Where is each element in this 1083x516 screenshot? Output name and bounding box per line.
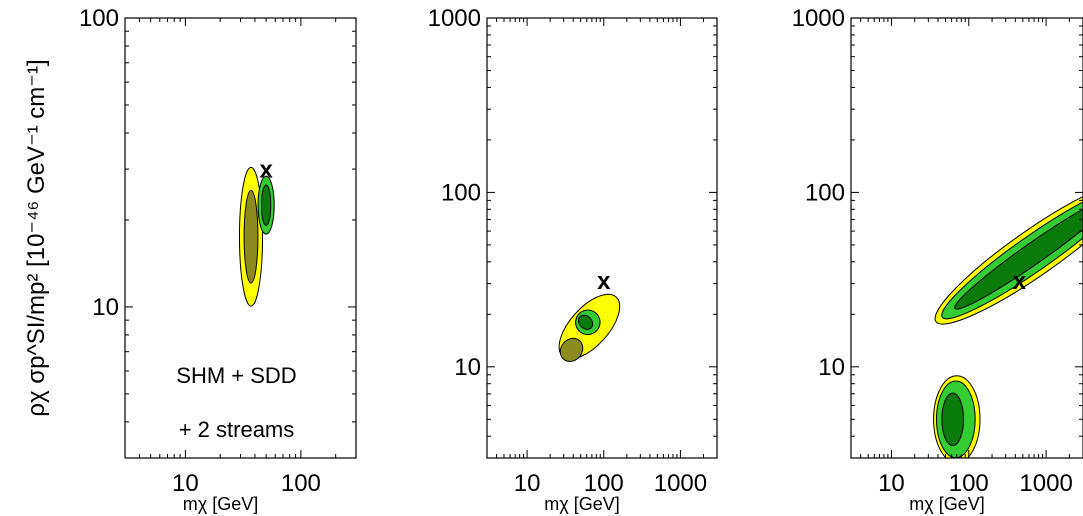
ticks (850, 17, 1083, 459)
annotation-text: + 2 streams (179, 417, 295, 442)
best-fit-marker: x (1013, 268, 1027, 295)
panel-3: 10 100 1000 10 100 1000 mχ [GeV] x (792, 5, 1083, 514)
ticks (124, 17, 357, 459)
best-fit-marker: x (259, 157, 273, 184)
x-tick-label: 100 (584, 470, 624, 497)
y-tick-label: 1000 (428, 5, 481, 32)
y-tick-label: 10 (454, 354, 481, 381)
x-tick-label: 10 (172, 470, 199, 497)
contour-regions (558, 293, 621, 362)
panel-2: 10 100 1000 10 100 1000 mχ [GeV] x (428, 5, 718, 514)
contour-region-inner (941, 392, 965, 446)
panel-1: 10 100 10 100 mχ [GeV] x SHM + SDD + 2 streams (79, 5, 357, 514)
y-axis-label: ρχ σp^SI/mp² [10⁻⁴⁶ GeV⁻¹ cm⁻¹] (23, 59, 50, 416)
y-tick-label: 10 (92, 294, 119, 321)
y-tick-label: 1000 (792, 5, 845, 32)
x-tick-label: 1000 (1019, 470, 1072, 497)
axes-frame (850, 17, 1083, 459)
y-tick-label: 100 (805, 179, 845, 206)
annotation-text: SHM + SDD (176, 363, 296, 388)
contour-regions (933, 181, 1083, 458)
x-tick-label: 100 (281, 470, 321, 497)
ticks (486, 17, 718, 459)
x-axis-label: mχ [GeV] (544, 494, 619, 514)
best-fit-marker: x (597, 268, 611, 295)
x-tick-label: 1000 (654, 470, 707, 497)
x-tick-label: 10 (878, 470, 905, 497)
contour-regions (238, 166, 275, 307)
x-tick-label: 10 (514, 470, 541, 497)
contour-region-inner (261, 184, 272, 226)
contour-region-inner (243, 189, 259, 284)
contour-region-inner (954, 196, 1083, 310)
contour-region-inner (578, 314, 594, 330)
y-tick-label: 100 (79, 5, 119, 32)
x-axis-label: mχ [GeV] (183, 494, 258, 514)
axes-frame (486, 17, 718, 459)
y-tick-label: 10 (818, 354, 845, 381)
y-tick-label: 100 (441, 179, 481, 206)
x-tick-label: 100 (949, 470, 989, 497)
x-axis-label: mχ [GeV] (909, 494, 984, 514)
contour-region-inner (559, 337, 584, 362)
